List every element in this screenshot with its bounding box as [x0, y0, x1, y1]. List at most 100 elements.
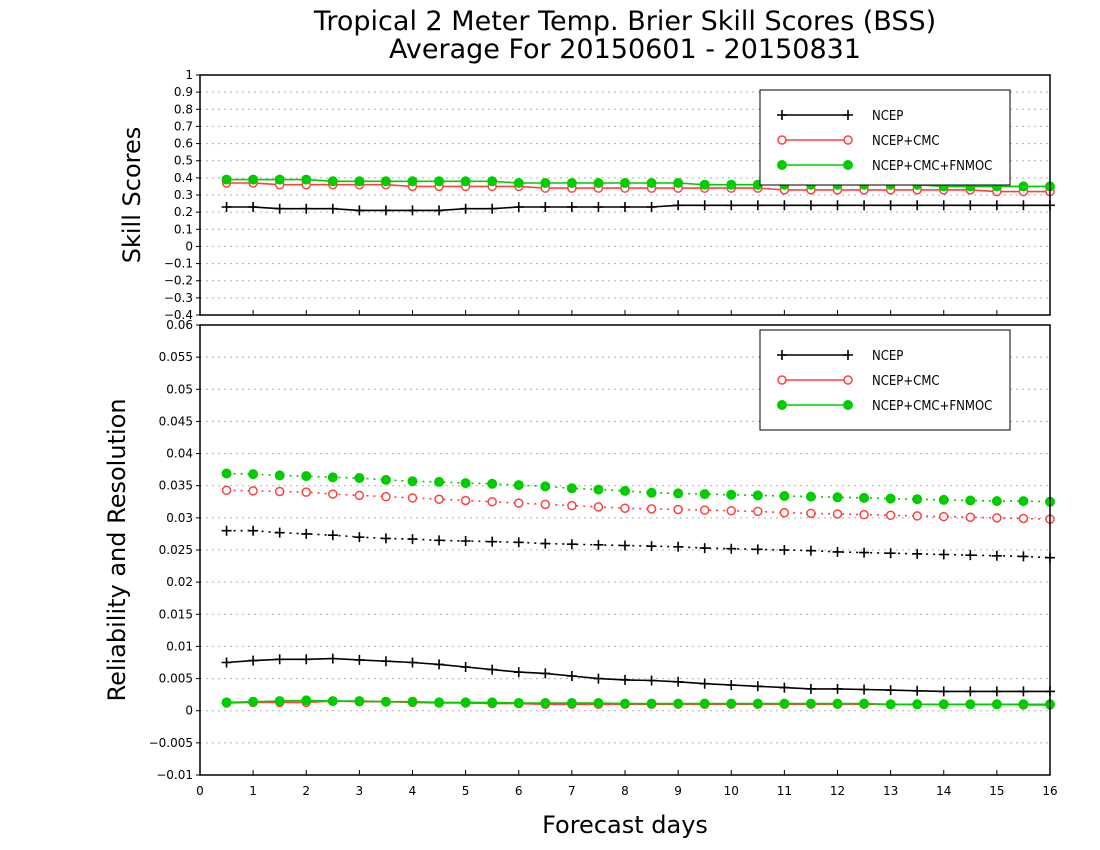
bot-ncep-point	[885, 685, 896, 696]
bot-ncep-point	[991, 686, 1002, 697]
top-ncep-cmc-fnmoc-point	[646, 178, 657, 188]
bot-ncep-cmc-point	[1018, 513, 1029, 524]
bot-ncep-cmc-point	[673, 504, 683, 515]
bot-ncep-point	[460, 536, 471, 546]
bot-ncep-cmc-fnmoc-point	[699, 698, 710, 709]
bot-ncep-point	[779, 682, 790, 693]
x-tick-label: 5	[462, 784, 470, 798]
bot-ncep-cmc-fnmoc-point	[885, 493, 896, 504]
bot-ncep-point	[805, 683, 816, 694]
x-tick-label: 8	[621, 784, 629, 798]
bot-ncep-cmc-point	[992, 513, 1002, 523]
top-ncep-cmc-fnmoc-point	[434, 176, 445, 187]
top-legend-ncep-cmc-fnmoc-marker	[843, 160, 853, 170]
bot-ncep-point	[620, 540, 630, 551]
bottom-series	[221, 468, 1055, 710]
bot-y-tick-label: −0.005	[149, 736, 193, 750]
top-ncep-point	[991, 200, 1002, 211]
bot-ncep-point	[991, 550, 1002, 561]
bot-legend-ncep-cmc-marker	[843, 375, 853, 385]
top-ncep-point	[726, 200, 737, 211]
bot-ncep-point	[327, 530, 338, 541]
top-legend-ncep-cmc-marker	[843, 135, 853, 145]
x-tick-label: 4	[409, 784, 417, 798]
bot-ncep-cmc-point	[620, 503, 630, 513]
bot-ncep-cmc-point	[806, 508, 816, 519]
bot-ncep-point	[434, 535, 445, 546]
bot-ncep-cmc-fnmoc-point	[327, 472, 338, 483]
top-ncep-cmc-fnmoc-point	[248, 174, 259, 185]
top-ncep-point	[912, 200, 923, 211]
top-y-tick-label: −0.2	[164, 274, 193, 288]
top-ncep-cmc-fnmoc-point	[460, 176, 471, 187]
top-legend-ncep-cmc-fnmoc-marker	[777, 160, 787, 170]
top-y-tick-label: 0.4	[174, 171, 193, 185]
bot-ncep-cmc-fnmoc-point	[460, 697, 471, 708]
bot-ncep-cmc-fnmoc-point	[912, 494, 923, 505]
bot-ncep-point	[407, 657, 418, 668]
bot-ncep-cmc-fnmoc-point	[673, 488, 684, 499]
bot-ncep-cmc-fnmoc-point	[301, 695, 312, 706]
bot-ncep-cmc-point	[354, 490, 365, 501]
bot-ncep-point	[274, 654, 285, 665]
top-ncep-cmc-fnmoc-point	[1018, 181, 1029, 192]
bottom-y-ticks: −0.01 −0.005 0 0.005 0.01 0.015 0.02 0.025 0.03 0…	[149, 318, 200, 782]
bot-ncep-cmc-fnmoc-point	[540, 698, 551, 708]
top-legend-ncep-cmc-marker	[777, 135, 787, 145]
bot-ncep-point	[726, 543, 737, 554]
top-ncep-point	[673, 200, 684, 211]
bot-legend-ncep-cmc-fnmoc-label: NCEP+CMC+FNMOC	[872, 399, 992, 414]
top-legend-ncep-label: NCEP	[872, 109, 903, 124]
bot-ncep-cmc-fnmoc-point	[726, 698, 737, 709]
bottom-y-axis-label: Reliability and Resolution	[103, 398, 131, 701]
bot-ncep-cmc-point	[753, 506, 763, 517]
bot-ncep-cmc-fnmoc-point	[965, 699, 976, 710]
bot-ncep-cmc-point	[434, 494, 444, 504]
top-ncep-point	[805, 200, 816, 211]
x-tick-label: 11	[777, 784, 792, 798]
bot-ncep-point	[885, 548, 896, 559]
bot-ncep-cmc-fnmoc-point	[620, 485, 630, 496]
bot-ncep-cmc-fnmoc-point	[1018, 496, 1029, 507]
bot-ncep-point	[805, 545, 816, 556]
bot-ncep-cmc-point	[248, 486, 258, 496]
bot-y-tick-label: 0.015	[159, 607, 193, 621]
top-y-tick-label: −0.4	[164, 308, 193, 322]
bot-ncep-cmc-fnmoc-point	[274, 470, 285, 481]
bot-ncep-point	[566, 671, 577, 681]
top-legend-ncep-marker	[777, 110, 787, 120]
bot-y-tick-label: 0.03	[166, 511, 193, 525]
bot-legend-ncep-cmc-fnmoc-marker	[777, 400, 787, 410]
bot-ncep-cmc-fnmoc-point	[434, 476, 445, 487]
top-ncep-cmc-fnmoc-point	[354, 176, 365, 187]
bot-ncep-cmc-fnmoc-point	[832, 698, 843, 709]
top-legend-box	[759, 89, 1011, 186]
top-y-tick-label: 0.3	[174, 188, 193, 202]
bot-ncep-cmc-point	[301, 487, 311, 497]
bot-ncep-point	[460, 662, 471, 672]
top-ncep-cmc-fnmoc-point	[274, 174, 285, 185]
bot-ncep-cmc-fnmoc-point	[327, 696, 338, 707]
top-ncep-point	[380, 205, 391, 216]
bot-ncep-cmc-fnmoc-point	[779, 698, 790, 709]
top-ncep-point	[1018, 200, 1029, 211]
bot-ncep-cmc-fnmoc-point	[646, 487, 657, 498]
bot-ncep-cmc-fnmoc-point	[248, 469, 259, 480]
top-y-tick-label: 0.9	[174, 85, 193, 99]
bot-y-tick-label: 0.06	[166, 318, 193, 332]
bot-ncep-cmc-point	[221, 485, 232, 495]
top-y-tick-label: 0.2	[174, 205, 193, 219]
bot-ncep-cmc-fnmoc-point	[487, 697, 498, 708]
bot-ncep-cmc-point	[859, 509, 869, 520]
bot-ncep-point	[938, 686, 949, 697]
bot-ncep-cmc-fnmoc-point	[805, 491, 816, 502]
bot-legend-ncep-marker	[777, 350, 787, 360]
bot-ncep-cmc-point	[646, 504, 657, 514]
top-ncep-cmc-fnmoc-point	[301, 174, 312, 185]
bot-ncep-cmc-fnmoc-point	[354, 473, 365, 483]
bot-ncep-point	[354, 532, 365, 543]
bot-ncep-cmc-point	[274, 486, 285, 497]
bot-ncep-point	[646, 541, 657, 552]
chart-title-line1: Tropical 2 Meter Temp. Brier Skill Score…	[313, 6, 936, 37]
top-legend-ncep-marker	[843, 110, 853, 120]
